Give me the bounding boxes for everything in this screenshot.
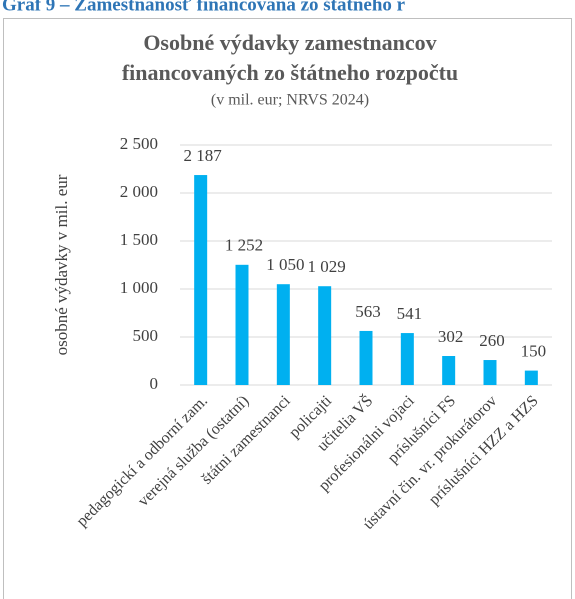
data-label: 260 — [479, 331, 505, 350]
data-label: 541 — [397, 304, 423, 323]
bar — [318, 286, 332, 385]
y-tick-label: 1 500 — [120, 230, 158, 249]
data-label: 563 — [355, 302, 381, 321]
chart-title: Osobné výdavky zamestnancov — [143, 30, 436, 55]
bar — [276, 284, 290, 385]
y-tick-label: 500 — [133, 326, 159, 345]
y-axis-label: osobné výdavky v mil. eur — [52, 174, 71, 355]
chart-subtitle: (v mil. eur; NRVS 2024) — [211, 92, 369, 109]
y-tick-label: 2 000 — [120, 182, 158, 201]
data-label: 2 187 — [184, 146, 223, 165]
chart-title: financovaných zo štátneho rozpočtu — [122, 60, 458, 85]
data-label: 1 050 — [266, 255, 304, 274]
data-label: 150 — [521, 342, 547, 361]
bar — [524, 370, 538, 385]
bar — [194, 175, 208, 385]
data-label: 1 252 — [225, 236, 263, 255]
data-label: 1 029 — [308, 257, 346, 276]
y-tick-label: 1 000 — [120, 278, 158, 297]
y-tick-label: 2 500 — [120, 134, 158, 153]
bar — [400, 333, 414, 385]
caption: Graf 9 – Zamestnanosť financovaná zo štá… — [2, 0, 406, 15]
data-label: 302 — [438, 327, 464, 346]
bar — [359, 330, 373, 385]
chart-border — [3, 18, 572, 599]
y-tick-label: 0 — [150, 374, 159, 393]
bar — [442, 356, 456, 385]
bar — [235, 264, 249, 385]
bar — [483, 360, 497, 385]
